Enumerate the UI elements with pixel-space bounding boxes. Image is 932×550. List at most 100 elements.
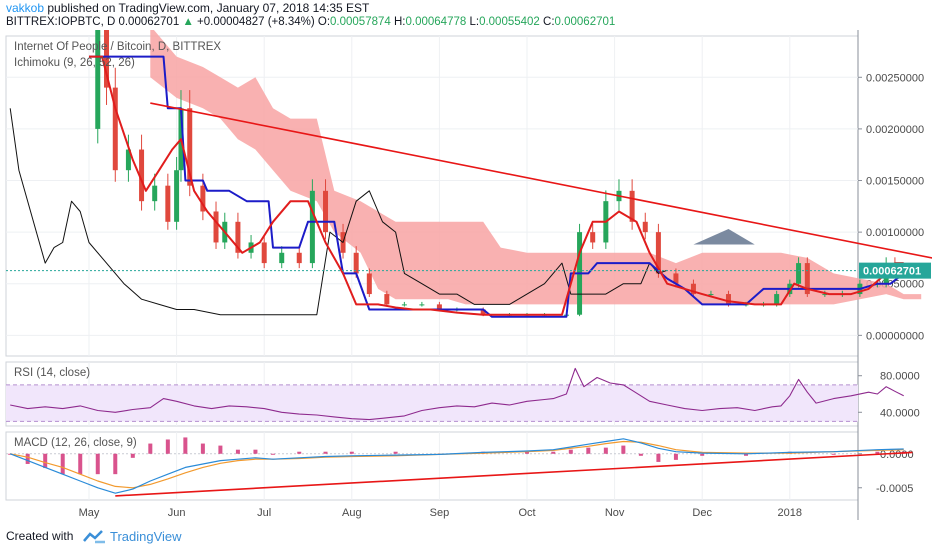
chart-area[interactable]: May Jun Jul Aug Sep Oct Nov Dec 2018 0.00000000 0.… <box>0 30 932 522</box>
macd-histogram-bar <box>235 449 240 454</box>
candle-body <box>480 309 486 315</box>
chart-title: Internet Of People / Bitcoin, D, BITTREX <box>14 41 221 53</box>
tenkan-sen-line <box>89 55 904 316</box>
candle-body <box>104 30 110 88</box>
macd-histogram-bar <box>130 453 135 458</box>
y-tick-label: 0.00100000 <box>866 227 924 239</box>
candle-body <box>436 304 442 310</box>
macd-histogram-bar <box>25 453 30 464</box>
candle-body <box>708 294 714 296</box>
high-value: 0.00064778 <box>405 16 467 28</box>
tradingview-logo-icon <box>83 530 105 544</box>
macd-histogram-bar <box>43 453 48 469</box>
rsi-band <box>6 384 858 422</box>
support-trendline <box>115 451 913 497</box>
macd-histogram-bar <box>586 447 591 454</box>
candle-body <box>366 273 372 295</box>
candle-body <box>174 170 180 222</box>
candle-body <box>323 190 329 233</box>
macd-histogram-bar <box>638 453 643 456</box>
open-label: O: <box>317 16 331 28</box>
candle-body <box>112 87 118 171</box>
macd-histogram-bar <box>165 439 170 454</box>
macd-histogram-bar <box>270 453 275 455</box>
candle-body <box>235 221 241 253</box>
y-tick-label: 0.00200000 <box>866 124 924 136</box>
macd-histogram-bar <box>525 451 529 454</box>
macd-histogram-bar <box>603 447 608 454</box>
x-tick-label: Aug <box>342 507 362 519</box>
current-price-label: 0.00062701 <box>863 266 921 278</box>
x-tick-label: Jun <box>168 507 186 519</box>
candle-body <box>165 185 171 222</box>
macd-histogram-bar <box>656 453 661 462</box>
tradingview-brand[interactable]: TradingView <box>110 529 182 544</box>
macd-panel-frame <box>5 431 859 501</box>
candle-body <box>384 294 390 305</box>
price-panel-frame <box>5 35 859 357</box>
candle-body <box>200 185 206 212</box>
candle-body <box>822 294 828 296</box>
candle-body <box>673 273 679 284</box>
macd-signal-line <box>10 440 904 489</box>
x-tick-label: 2018 <box>778 507 802 519</box>
candle-body <box>309 190 315 264</box>
macd-histogram-bar <box>831 453 836 455</box>
macd-histogram-bar <box>60 453 65 475</box>
macd-histogram-bar <box>323 451 328 454</box>
candle-body <box>152 185 158 202</box>
candle-body <box>804 263 810 295</box>
candle-body <box>690 283 696 295</box>
price-change: +0.00004827 (+8.34%) <box>197 16 315 28</box>
last-price: 0.00062701 <box>118 16 180 28</box>
high-label: H: <box>394 16 406 28</box>
author-link[interactable]: vakkob <box>6 1 45 15</box>
x-tick-label: Jul <box>257 507 271 519</box>
macd-title: MACD (12, 26, close, 9) <box>14 437 137 449</box>
macd-histogram-bar <box>218 445 223 454</box>
ichimoku-cloud-bearish <box>693 229 755 245</box>
rsi-line <box>10 367 904 421</box>
candle-body <box>774 294 780 305</box>
macd-histogram-bar <box>551 451 556 454</box>
candle-body <box>213 211 219 243</box>
x-tick-label: Oct <box>518 507 535 519</box>
x-tick-label: Sep <box>430 507 450 519</box>
published-text: published on TradingView.com, January 07… <box>47 1 370 15</box>
candle-body <box>187 108 193 186</box>
candle-body <box>261 242 267 264</box>
indicator-label: Ichimoku (9, 26, 52, 26) <box>14 57 135 69</box>
candle-body <box>419 304 425 306</box>
candle-body <box>125 149 131 171</box>
macd-histogram-bar <box>349 451 354 454</box>
macd-histogram-bar <box>700 453 705 456</box>
x-tick-label: Nov <box>605 507 625 519</box>
candle-body <box>296 252 302 264</box>
macd-histogram-bar <box>253 449 258 454</box>
y-tick-label: 0.00150000 <box>866 176 924 188</box>
candle-body <box>629 190 635 222</box>
close-value: 0.00062701 <box>554 16 616 28</box>
macd-histogram-bar <box>78 453 83 475</box>
candle-body <box>95 30 101 129</box>
chikou-span-line <box>9 108 668 316</box>
low-value: 0.00055402 <box>479 16 540 28</box>
publish-line: vakkob published on TradingView.com, Jan… <box>6 1 369 15</box>
macd-histogram-bar <box>875 451 880 454</box>
resistance-trendline <box>150 102 932 259</box>
x-tick-label: Dec <box>692 507 712 519</box>
rsi-tick-label: 40.0000 <box>880 407 920 419</box>
candle-body <box>401 304 407 306</box>
up-arrow-icon: ▲ <box>182 16 194 28</box>
candle-body <box>642 221 648 233</box>
created-with-label: Created with <box>6 529 74 543</box>
rsi-title: RSI (14, close) <box>14 367 90 379</box>
macd-histogram-bar <box>148 443 153 454</box>
candle-body <box>796 263 802 284</box>
y-tick-label: 0.00250000 <box>866 72 924 84</box>
current-price-badge <box>859 262 931 279</box>
footer: Created with TradingView <box>0 522 932 550</box>
macd-histogram-bar <box>673 453 678 460</box>
kijun-sen-line <box>89 55 905 318</box>
x-tick-label: May <box>79 507 100 519</box>
